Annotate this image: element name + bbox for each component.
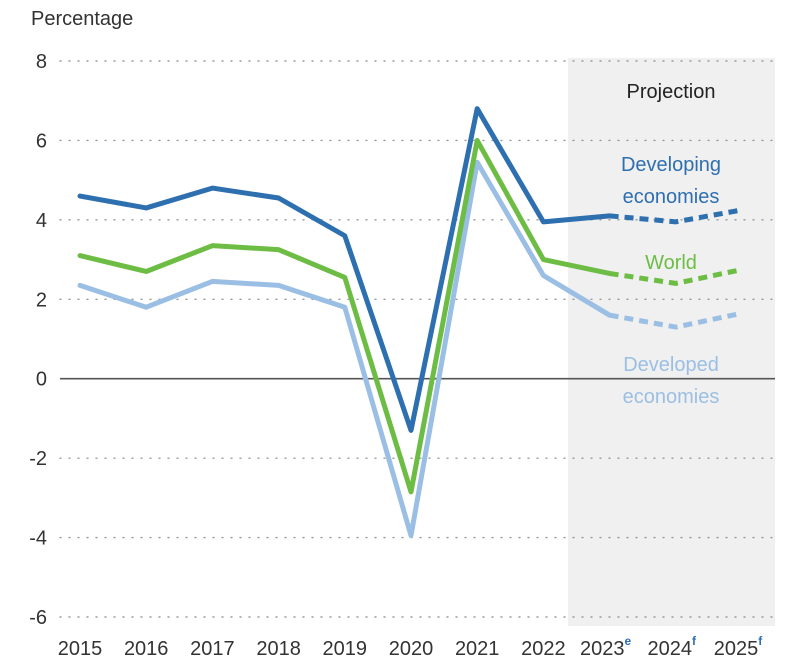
series-label: Developed [623,354,719,376]
x-tick-label: 2019 [323,638,368,660]
x-tick-label: 2017 [190,638,235,660]
series-line-projection [609,267,743,286]
series-label: economies [623,186,720,208]
x-tick-superscript: f [692,634,697,648]
gridlines [59,60,776,618]
series-line-projection [609,310,743,330]
y-tick-labels: 8 6 4 2 0 -2 -4 -6 [29,51,47,629]
series-line-actual [77,159,613,539]
series-line-actual [77,106,613,433]
projection-shade [568,58,775,626]
x-tick-label: 2015 [58,638,103,660]
x-tick-label: 2025f [714,634,764,660]
x-tick-label: 2016 [124,638,169,660]
series-label: World [645,252,697,274]
projection-label: Projection [627,81,716,103]
series-line-projection [609,207,743,225]
y-tick-label: 4 [36,210,47,232]
y-tick-label: 0 [36,369,47,391]
y-tick-label: -4 [29,528,47,550]
x-tick-label: 2023e [580,634,632,660]
x-tick-label: 2022 [521,638,566,660]
x-tick-label: 2020 [389,638,434,660]
x-tick-label: 2021 [455,638,500,660]
y-tick-label: -6 [29,607,47,629]
series-label: Developing [621,154,721,176]
x-tick-superscript: f [758,634,763,648]
y-tick-label: 8 [36,51,47,73]
x-tick-label: 2024f [648,634,698,660]
x-tick-superscript: e [625,634,632,648]
x-tick-labels: 2015 2016 2017 2018 2019 2020 2021 2022 2023e 202… [58,634,764,660]
series-lines [77,106,743,539]
series-labels: Developing economies World Developed economi… [621,154,721,408]
x-tick-label: 2018 [256,638,301,660]
y-tick-label: 2 [36,289,47,311]
y-tick-label: 6 [36,130,47,152]
y-axis-unit-label: Percentage [31,8,133,30]
series-line-actual [77,137,613,495]
y-tick-label: -2 [29,448,47,470]
series-label: economies [623,386,720,408]
